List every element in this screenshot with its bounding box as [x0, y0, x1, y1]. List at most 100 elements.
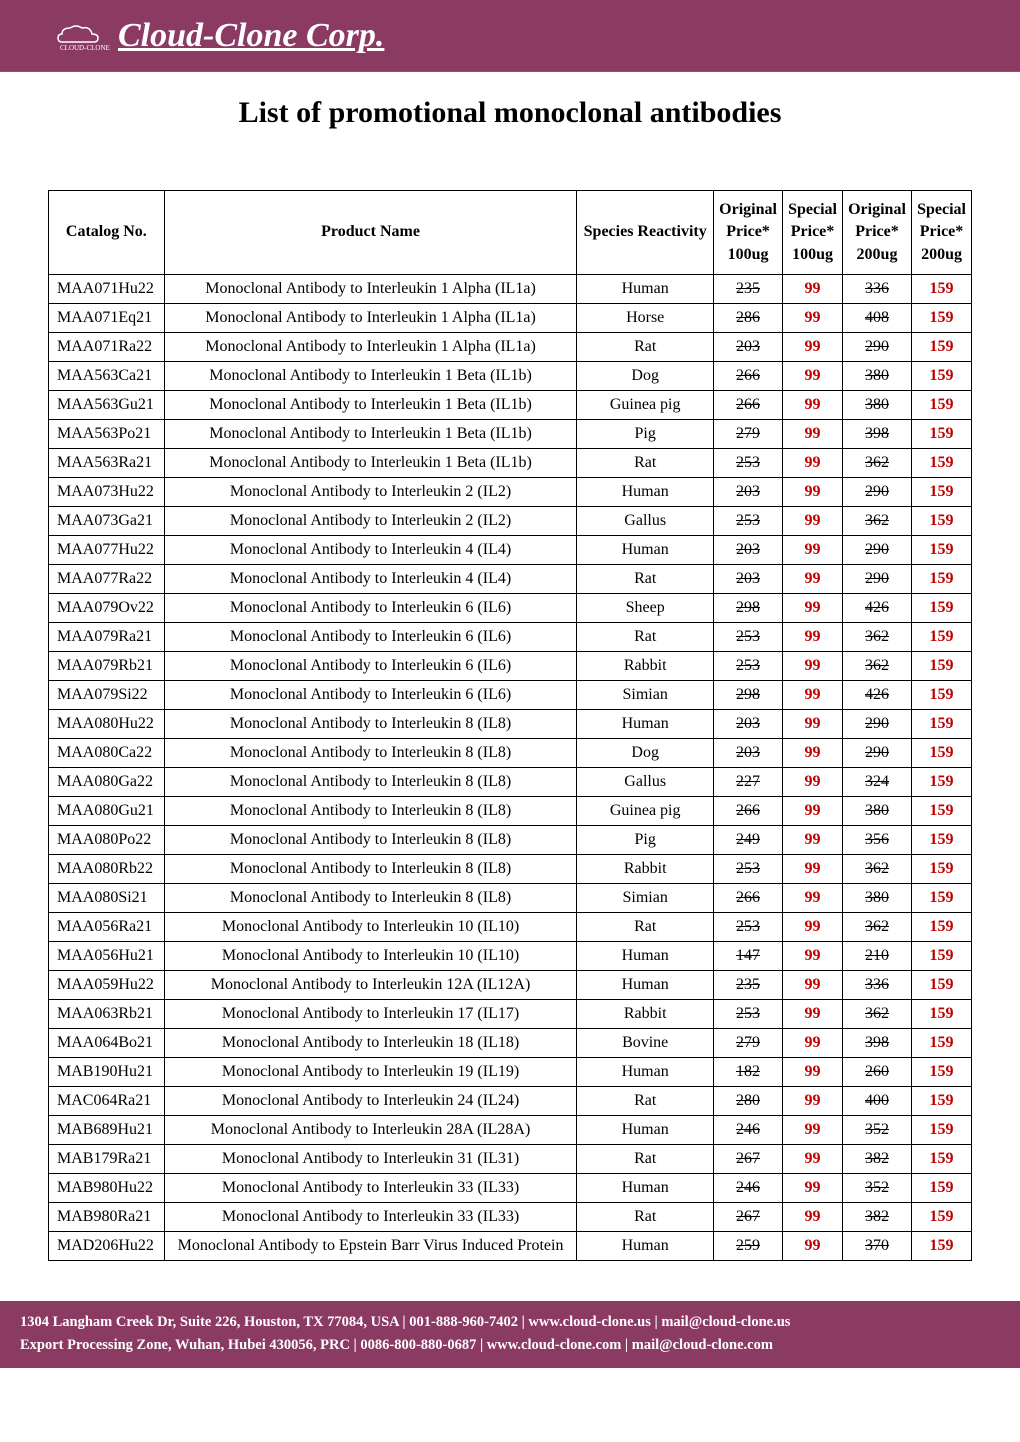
cell-orig-200: 382	[842, 1145, 911, 1174]
cell-species: Human	[577, 1232, 714, 1261]
cell-orig-100: 203	[714, 710, 783, 739]
cell-product-name: Monoclonal Antibody to Interleukin 1 Alp…	[164, 275, 577, 304]
cell-product-name: Monoclonal Antibody to Interleukin 4 (IL…	[164, 536, 577, 565]
cell-species: Human	[577, 1174, 714, 1203]
table-row: MAA063Rb21Monoclonal Antibody to Interle…	[49, 1000, 972, 1029]
cell-orig-100: 279	[714, 420, 783, 449]
cell-orig-200: 352	[842, 1174, 911, 1203]
cell-spec-200: 159	[912, 536, 972, 565]
cell-product-name: Monoclonal Antibody to Interleukin 1 Bet…	[164, 420, 577, 449]
h-line: Price*	[920, 223, 964, 240]
col-product: Product Name	[164, 191, 577, 275]
cell-species: Dog	[577, 362, 714, 391]
cell-orig-200: 290	[842, 478, 911, 507]
cell-product-name: Monoclonal Antibody to Interleukin 12A (…	[164, 971, 577, 1000]
footer-line-2: Export Processing Zone, Wuhan, Hubei 430…	[20, 1334, 1000, 1357]
cell-product-name: Monoclonal Antibody to Interleukin 28A (…	[164, 1116, 577, 1145]
cell-orig-200: 210	[842, 942, 911, 971]
cell-catalog: MAA079Si22	[49, 681, 165, 710]
cell-catalog: MAA080Gu21	[49, 797, 165, 826]
cell-spec-100: 99	[783, 478, 843, 507]
cell-spec-100: 99	[783, 362, 843, 391]
cell-orig-100: 235	[714, 275, 783, 304]
cell-orig-200: 400	[842, 1087, 911, 1116]
cell-spec-100: 99	[783, 1145, 843, 1174]
table-row: MAA563Po21Monoclonal Antibody to Interle…	[49, 420, 972, 449]
cell-orig-100: 203	[714, 536, 783, 565]
cell-spec-100: 99	[783, 391, 843, 420]
col-spec-100: Special Price* 100ug	[783, 191, 843, 275]
table-row: MAA059Hu22Monoclonal Antibody to Interle…	[49, 971, 972, 1000]
cell-orig-100: 253	[714, 652, 783, 681]
cell-spec-200: 159	[912, 855, 972, 884]
cell-spec-100: 99	[783, 710, 843, 739]
col-catalog: Catalog No.	[49, 191, 165, 275]
cell-species: Human	[577, 942, 714, 971]
col-species-label: Species Reactivity	[584, 223, 707, 240]
cell-orig-100: 253	[714, 855, 783, 884]
cell-species: Bovine	[577, 1029, 714, 1058]
table-row: MAB190Hu21Monoclonal Antibody to Interle…	[49, 1058, 972, 1087]
cell-spec-200: 159	[912, 768, 972, 797]
table-row: MAA077Hu22Monoclonal Antibody to Interle…	[49, 536, 972, 565]
cell-orig-200: 380	[842, 884, 911, 913]
cell-species: Rabbit	[577, 855, 714, 884]
cell-catalog: MAA080Rb22	[49, 855, 165, 884]
cell-orig-200: 362	[842, 913, 911, 942]
cell-species: Rabbit	[577, 652, 714, 681]
cell-product-name: Monoclonal Antibody to Interleukin 2 (IL…	[164, 478, 577, 507]
cell-catalog: MAA071Hu22	[49, 275, 165, 304]
cell-spec-200: 159	[912, 507, 972, 536]
h-line: Original	[848, 201, 906, 218]
table-row: MAA071Ra22Monoclonal Antibody to Interle…	[49, 333, 972, 362]
cell-spec-100: 99	[783, 304, 843, 333]
cell-orig-100: 267	[714, 1145, 783, 1174]
cell-product-name: Monoclonal Antibody to Interleukin 1 Alp…	[164, 304, 577, 333]
cell-orig-100: 267	[714, 1203, 783, 1232]
cell-species: Dog	[577, 739, 714, 768]
cell-orig-100: 266	[714, 884, 783, 913]
cell-species: Human	[577, 275, 714, 304]
cell-species: Rat	[577, 1203, 714, 1232]
h-line: 200ug	[857, 246, 898, 263]
header-bar: CLOUD-CLONE Cloud-Clone Corp.	[0, 0, 1020, 72]
cloud-logo-icon: CLOUD-CLONE	[50, 18, 110, 54]
cell-orig-100: 203	[714, 565, 783, 594]
cell-product-name: Monoclonal Antibody to Interleukin 1 Bet…	[164, 449, 577, 478]
cell-orig-100: 249	[714, 826, 783, 855]
cell-spec-200: 159	[912, 681, 972, 710]
cell-spec-200: 159	[912, 913, 972, 942]
cell-species: Guinea pig	[577, 391, 714, 420]
cell-spec-100: 99	[783, 1116, 843, 1145]
cell-orig-100: 253	[714, 913, 783, 942]
table-row: MAA563Ca21Monoclonal Antibody to Interle…	[49, 362, 972, 391]
table-row: MAA079Ra21Monoclonal Antibody to Interle…	[49, 623, 972, 652]
table-row: MAA080Hu22Monoclonal Antibody to Interle…	[49, 710, 972, 739]
cell-catalog: MAA077Hu22	[49, 536, 165, 565]
cell-product-name: Monoclonal Antibody to Interleukin 31 (I…	[164, 1145, 577, 1174]
cell-spec-100: 99	[783, 739, 843, 768]
cell-species: Rat	[577, 449, 714, 478]
cell-product-name: Monoclonal Antibody to Interleukin 33 (I…	[164, 1203, 577, 1232]
cell-spec-200: 159	[912, 652, 972, 681]
cell-orig-100: 227	[714, 768, 783, 797]
cell-spec-100: 99	[783, 1000, 843, 1029]
h-line: Original	[719, 201, 777, 218]
cell-product-name: Monoclonal Antibody to Interleukin 10 (I…	[164, 913, 577, 942]
cell-orig-200: 362	[842, 449, 911, 478]
table-body: MAA071Hu22Monoclonal Antibody to Interle…	[49, 275, 972, 1261]
table-row: MAA071Hu22Monoclonal Antibody to Interle…	[49, 275, 972, 304]
table-row: MAA056Ra21Monoclonal Antibody to Interle…	[49, 913, 972, 942]
h-line: Special	[917, 201, 966, 218]
cell-spec-200: 159	[912, 1058, 972, 1087]
cell-orig-100: 259	[714, 1232, 783, 1261]
table-row: MAA073Ga21Monoclonal Antibody to Interle…	[49, 507, 972, 536]
cell-orig-100: 203	[714, 478, 783, 507]
cell-catalog: MAA071Eq21	[49, 304, 165, 333]
cell-orig-200: 398	[842, 1029, 911, 1058]
cell-spec-200: 159	[912, 565, 972, 594]
table-row: MAB689Hu21Monoclonal Antibody to Interle…	[49, 1116, 972, 1145]
cell-species: Rat	[577, 623, 714, 652]
cell-product-name: Monoclonal Antibody to Interleukin 1 Alp…	[164, 333, 577, 362]
cell-orig-200: 336	[842, 971, 911, 1000]
